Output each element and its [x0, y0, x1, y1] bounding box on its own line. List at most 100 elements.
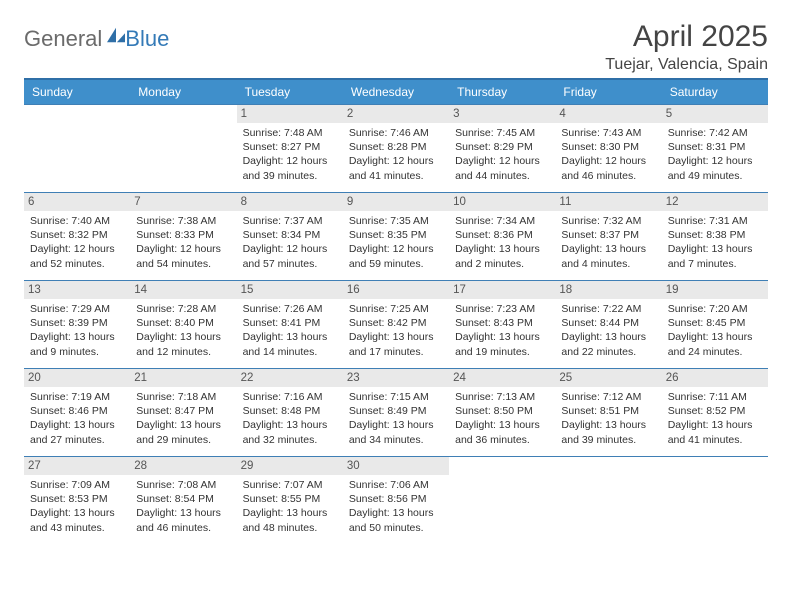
day-number: 8 — [237, 193, 343, 211]
day-number: 27 — [24, 457, 130, 475]
dow-header-row: SundayMondayTuesdayWednesdayThursdayFrid… — [24, 79, 768, 105]
day-cell: 9Sunrise: 7:35 AMSunset: 8:35 PMDaylight… — [343, 193, 449, 281]
dow-header: Thursday — [449, 79, 555, 105]
week-row: ..1Sunrise: 7:48 AMSunset: 8:27 PMDaylig… — [24, 105, 768, 193]
sunset-line: Sunset: 8:40 PM — [136, 316, 230, 330]
sunrise-line: Sunrise: 7:34 AM — [455, 214, 549, 228]
day-number: 12 — [662, 193, 768, 211]
day-number: 14 — [130, 281, 236, 299]
daylight-line: Daylight: 12 hours and 41 minutes. — [349, 154, 443, 182]
day-cell: 1 Sunrise: 7:48 AMSunset: 8:27 PMDaylight… — [237, 105, 343, 193]
day-cell: 11Sunrise: 7:32 AMSunset: 8:37 PMDayligh… — [555, 193, 661, 281]
day-number: 29 — [237, 457, 343, 475]
sunset-line: Sunset: 8:27 PM — [243, 140, 337, 154]
day-cell: 27 Sunrise: 7:09 AMSunset: 8:53 PMDayligh… — [24, 457, 130, 545]
sunrise-line: Sunrise: 7:42 AM — [668, 126, 762, 140]
sunrise-line: Sunrise: 7:26 AM — [243, 302, 337, 316]
sunrise-line: Sunrise: 7:09 AM — [30, 478, 124, 492]
sunset-line: Sunset: 8:46 PM — [30, 404, 124, 418]
daylight-line: Daylight: 13 hours and 19 minutes. — [455, 330, 549, 358]
sunset-line: Sunset: 8:30 PM — [561, 140, 655, 154]
day-number: 1 — [237, 105, 343, 123]
day-number: 28 — [130, 457, 236, 475]
dow-header: Monday — [130, 79, 236, 105]
day-cell: . — [24, 105, 130, 193]
dow-header: Tuesday — [237, 79, 343, 105]
week-row: 6Sunrise: 7:40 AMSunset: 8:32 PMDaylight… — [24, 193, 768, 281]
sunset-line: Sunset: 8:43 PM — [455, 316, 549, 330]
day-number: 22 — [237, 369, 343, 387]
daylight-line: Daylight: 12 hours and 52 minutes. — [30, 242, 124, 270]
day-number: 4 — [555, 105, 661, 123]
day-cell: 5Sunrise: 7:42 AMSunset: 8:31 PMDaylight… — [662, 105, 768, 193]
day-number: 26 — [662, 369, 768, 387]
sunrise-line: Sunrise: 7:40 AM — [30, 214, 124, 228]
sunrise-line: Sunrise: 7:48 AM — [243, 126, 337, 140]
daylight-line: Daylight: 13 hours and 29 minutes. — [136, 418, 230, 446]
sunrise-line: Sunrise: 7:20 AM — [668, 302, 762, 316]
day-number: 19 — [662, 281, 768, 299]
day-cell: 24Sunrise: 7:13 AMSunset: 8:50 PMDayligh… — [449, 369, 555, 457]
daylight-line: Daylight: 13 hours and 43 minutes. — [30, 506, 124, 534]
daylight-line: Daylight: 13 hours and 41 minutes. — [668, 418, 762, 446]
sunrise-line: Sunrise: 7:35 AM — [349, 214, 443, 228]
day-cell: . — [449, 457, 555, 545]
daylight-line: Daylight: 12 hours and 54 minutes. — [136, 242, 230, 270]
sunrise-line: Sunrise: 7:23 AM — [455, 302, 549, 316]
day-cell: 7Sunrise: 7:38 AMSunset: 8:33 PMDaylight… — [130, 193, 236, 281]
day-cell: . — [662, 457, 768, 545]
sunrise-line: Sunrise: 7:28 AM — [136, 302, 230, 316]
daylight-line: Daylight: 13 hours and 32 minutes. — [243, 418, 337, 446]
logo: General Blue — [24, 26, 169, 52]
sunset-line: Sunset: 8:41 PM — [243, 316, 337, 330]
day-cell: 15Sunrise: 7:26 AMSunset: 8:41 PMDayligh… — [237, 281, 343, 369]
day-cell: 22Sunrise: 7:16 AMSunset: 8:48 PMDayligh… — [237, 369, 343, 457]
sunrise-line: Sunrise: 7:12 AM — [561, 390, 655, 404]
day-number: 5 — [662, 105, 768, 123]
day-number: 24 — [449, 369, 555, 387]
sunset-line: Sunset: 8:53 PM — [30, 492, 124, 506]
day-cell: 23Sunrise: 7:15 AMSunset: 8:49 PMDayligh… — [343, 369, 449, 457]
sail-icon — [105, 26, 127, 44]
day-number: 3 — [449, 105, 555, 123]
day-number: 30 — [343, 457, 449, 475]
sunset-line: Sunset: 8:36 PM — [455, 228, 549, 242]
sunset-line: Sunset: 8:39 PM — [30, 316, 124, 330]
sunset-line: Sunset: 8:37 PM — [561, 228, 655, 242]
daylight-line: Daylight: 12 hours and 46 minutes. — [561, 154, 655, 182]
calendar-table: SundayMondayTuesdayWednesdayThursdayFrid… — [24, 78, 768, 545]
day-number: 9 — [343, 193, 449, 211]
day-number: 11 — [555, 193, 661, 211]
day-number: 25 — [555, 369, 661, 387]
sunset-line: Sunset: 8:47 PM — [136, 404, 230, 418]
week-row: 13Sunrise: 7:29 AMSunset: 8:39 PMDayligh… — [24, 281, 768, 369]
day-number: 6 — [24, 193, 130, 211]
daylight-line: Daylight: 12 hours and 39 minutes. — [243, 154, 337, 182]
header: General Blue April 2025 Tuejar, Valencia… — [24, 20, 768, 74]
day-cell: 21Sunrise: 7:18 AMSunset: 8:47 PMDayligh… — [130, 369, 236, 457]
day-cell: 16Sunrise: 7:25 AMSunset: 8:42 PMDayligh… — [343, 281, 449, 369]
day-cell: 18Sunrise: 7:22 AMSunset: 8:44 PMDayligh… — [555, 281, 661, 369]
day-cell: 8Sunrise: 7:37 AMSunset: 8:34 PMDaylight… — [237, 193, 343, 281]
sunset-line: Sunset: 8:32 PM — [30, 228, 124, 242]
sunrise-line: Sunrise: 7:29 AM — [30, 302, 124, 316]
sunrise-line: Sunrise: 7:19 AM — [30, 390, 124, 404]
day-number: 18 — [555, 281, 661, 299]
day-cell: 2Sunrise: 7:46 AMSunset: 8:28 PMDaylight… — [343, 105, 449, 193]
day-number: 23 — [343, 369, 449, 387]
logo-text-blue: Blue — [125, 26, 169, 52]
day-cell: 25Sunrise: 7:12 AMSunset: 8:51 PMDayligh… — [555, 369, 661, 457]
dow-header: Friday — [555, 79, 661, 105]
day-number: 21 — [130, 369, 236, 387]
day-cell: 12Sunrise: 7:31 AMSunset: 8:38 PMDayligh… — [662, 193, 768, 281]
day-cell: 20Sunrise: 7:19 AMSunset: 8:46 PMDayligh… — [24, 369, 130, 457]
dow-header: Sunday — [24, 79, 130, 105]
day-cell: 10Sunrise: 7:34 AMSunset: 8:36 PMDayligh… — [449, 193, 555, 281]
sunrise-line: Sunrise: 7:13 AM — [455, 390, 549, 404]
sunset-line: Sunset: 8:50 PM — [455, 404, 549, 418]
sunset-line: Sunset: 8:28 PM — [349, 140, 443, 154]
sunset-line: Sunset: 8:55 PM — [243, 492, 337, 506]
day-number: 17 — [449, 281, 555, 299]
sunset-line: Sunset: 8:42 PM — [349, 316, 443, 330]
sunset-line: Sunset: 8:51 PM — [561, 404, 655, 418]
